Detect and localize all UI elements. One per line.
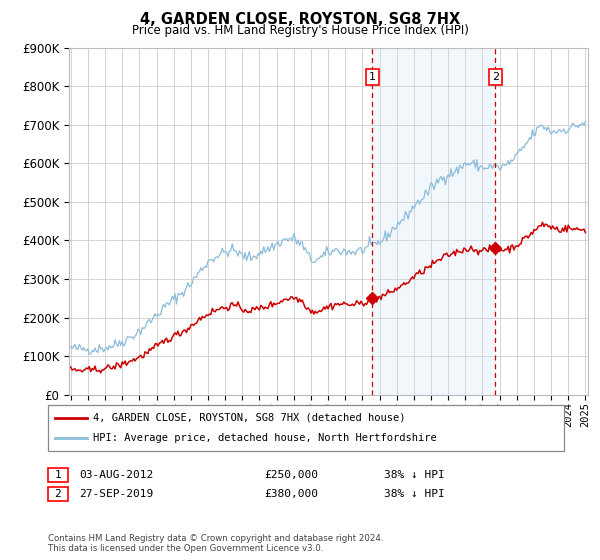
Text: 38% ↓ HPI: 38% ↓ HPI xyxy=(384,470,445,480)
Bar xyxy=(373,48,496,395)
Text: 38% ↓ HPI: 38% ↓ HPI xyxy=(384,489,445,499)
Text: 1: 1 xyxy=(55,470,61,480)
Text: £250,000: £250,000 xyxy=(264,470,318,480)
Text: 2: 2 xyxy=(492,72,499,82)
Text: Contains HM Land Registry data © Crown copyright and database right 2024.
This d: Contains HM Land Registry data © Crown c… xyxy=(48,534,383,553)
Text: £380,000: £380,000 xyxy=(264,489,318,499)
Text: Price paid vs. HM Land Registry's House Price Index (HPI): Price paid vs. HM Land Registry's House … xyxy=(131,24,469,36)
Text: HPI: Average price, detached house, North Hertfordshire: HPI: Average price, detached house, Nort… xyxy=(93,433,437,443)
Text: 4, GARDEN CLOSE, ROYSTON, SG8 7HX (detached house): 4, GARDEN CLOSE, ROYSTON, SG8 7HX (detac… xyxy=(93,413,406,423)
Text: 4, GARDEN CLOSE, ROYSTON, SG8 7HX: 4, GARDEN CLOSE, ROYSTON, SG8 7HX xyxy=(140,12,460,27)
Text: 03-AUG-2012: 03-AUG-2012 xyxy=(79,470,154,480)
Text: 27-SEP-2019: 27-SEP-2019 xyxy=(79,489,154,499)
Text: 2: 2 xyxy=(55,489,61,499)
Text: 1: 1 xyxy=(369,72,376,82)
